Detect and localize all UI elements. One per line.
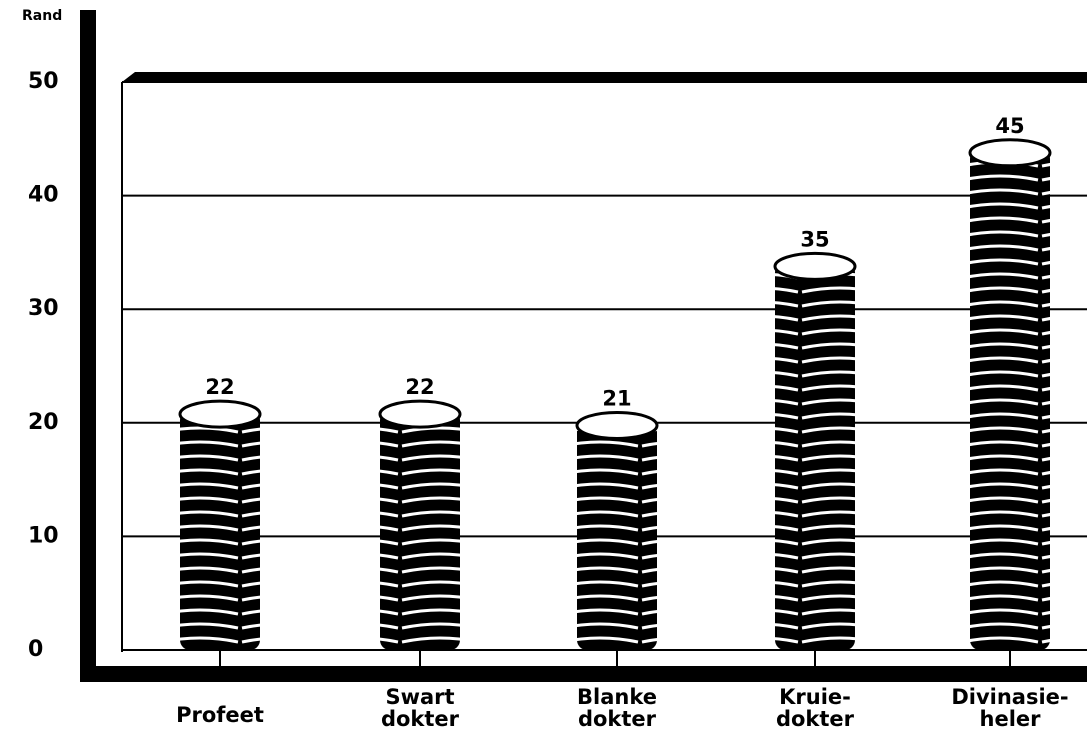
coin-top — [775, 253, 855, 279]
coin-top — [970, 140, 1050, 166]
frame-top — [122, 72, 1087, 82]
y-tick-label: 40 — [28, 183, 59, 208]
coin-top — [577, 412, 657, 438]
x-tick-label: Kruie-dokter — [776, 685, 855, 731]
value-label: 45 — [995, 114, 1024, 138]
bar — [180, 410, 260, 650]
x-tick-label: Profeet — [176, 703, 264, 727]
coin-top — [180, 401, 260, 427]
y-tick-label: 0 — [28, 637, 43, 662]
value-label: 21 — [602, 386, 631, 410]
y-axis — [80, 10, 96, 682]
x-tick-label: Divinasie-heler — [951, 685, 1068, 731]
y-tick-label: 10 — [28, 523, 59, 548]
chart: Rand 0 10 20 30 40 50 Profeet 22 Swartdokter 22 Bl… — [0, 0, 1087, 739]
bar — [775, 262, 855, 650]
y-tick-label: 30 — [28, 296, 59, 321]
bar — [380, 410, 460, 650]
coin-top — [380, 401, 460, 427]
y-tick-label: 20 — [28, 410, 59, 435]
x-axis — [80, 666, 1087, 682]
value-label: 35 — [800, 227, 829, 251]
value-label: 22 — [205, 375, 234, 399]
value-label: 22 — [405, 375, 434, 399]
y-axis-label: Rand — [22, 8, 62, 24]
bar — [577, 421, 657, 650]
y-tick-label: 50 — [28, 69, 59, 94]
bar — [970, 149, 1050, 650]
